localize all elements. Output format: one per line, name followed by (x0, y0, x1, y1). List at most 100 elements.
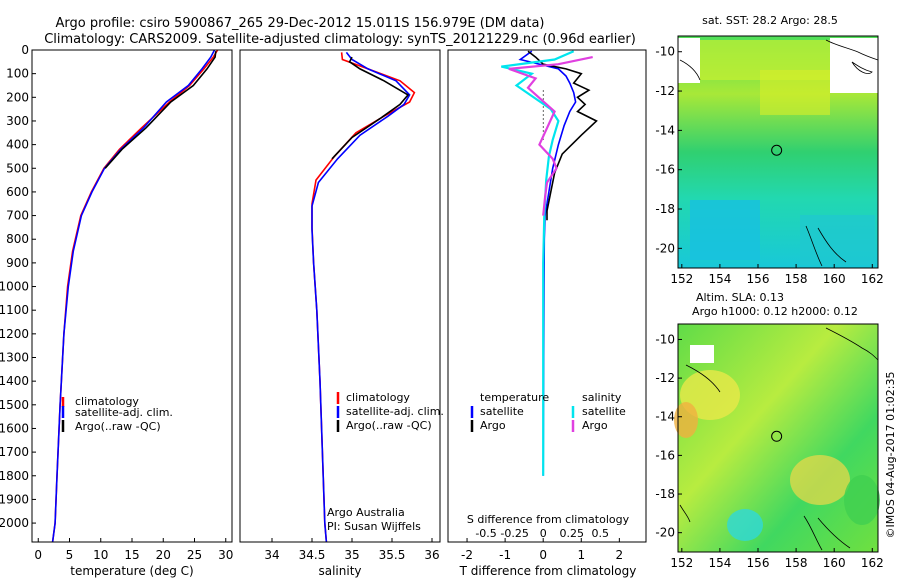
credit-org: Argo Australia (327, 506, 405, 519)
map-x-tick-label: 162 (861, 556, 884, 570)
depth-tick-label: 1400 (0, 374, 29, 388)
top-tick-label: -0.5 (475, 527, 496, 540)
series-line-climatology (311, 52, 416, 543)
header-line-2: Climatology: CARS2009. Satellite-adjuste… (44, 32, 636, 47)
x-tick-label: 1 (577, 548, 585, 562)
depth-tick-label: 1000 (0, 280, 29, 294)
depth-tick-label: 1500 (0, 398, 29, 412)
depth-tick-label: 100 (6, 67, 29, 81)
sst-map-panel: sat. SST: 28.2 Argo: 28.5 152 154 156 158 16… (655, 14, 883, 286)
legend-label-temp-argo: Argo (480, 419, 506, 432)
difference-xlabel: T difference from climatology (459, 564, 637, 578)
legend-label-temp-satellite: satellite (480, 405, 524, 418)
map-y-tick-label: -10 (655, 45, 675, 59)
depth-tick-label: 500 (6, 161, 29, 175)
map-x-tick-label: 154 (708, 556, 731, 570)
depth-tick-label: 800 (6, 232, 29, 246)
legend-label-satellite: satellite-adj. clim. (75, 406, 173, 419)
sla-patch-white (690, 345, 714, 363)
depth-tick-label: 1100 (0, 303, 29, 317)
legend-label-argo: Argo(..raw -QC) (346, 419, 432, 432)
map-y-tick-label: -20 (655, 241, 675, 255)
depth-tick-label: 1800 (0, 469, 29, 483)
depth-tick-label: 1700 (0, 445, 29, 459)
top-tick-label: -0.25 (500, 527, 528, 540)
sla-argo-marker (771, 430, 783, 442)
temperature-legend: climatology satellite-adj. clim. Argo(..… (61, 395, 173, 433)
x-tick-label: 30 (218, 548, 233, 562)
depth-tick-label: 200 (6, 90, 29, 104)
difference-top-label: S difference from climatology (467, 513, 630, 526)
sla-map-axes: 152 154 156 158 160 162 -10 -12 -14 -16 -18 -20 (655, 332, 883, 570)
x-tick-label: -2 (461, 548, 473, 562)
sst-argo-marker (771, 144, 783, 156)
map-y-tick-label: -16 (655, 163, 675, 177)
map-y-tick-label: -14 (655, 123, 675, 137)
sst-coast-west (679, 59, 701, 81)
header-line-1: Argo profile: csiro 5900867_265 29-Dec-2… (56, 16, 545, 31)
x-tick-label: 0 (539, 548, 547, 562)
series-line-argo-raw-qc- (331, 56, 410, 160)
map-y-tick-label: -12 (655, 371, 675, 385)
difference-x-axis: -2 -1 0 1 2 (461, 538, 623, 562)
map-x-tick-label: 158 (785, 556, 808, 570)
map-x-tick-label: 152 (670, 272, 693, 286)
sst-coast-solomons (825, 39, 879, 61)
temperature-panel: 0100200300400500600700800900100011001200… (0, 43, 233, 578)
x-tick-label: 2 (616, 548, 624, 562)
sst-coast-ridge (805, 225, 847, 267)
map-y-tick-label: -20 (655, 526, 675, 540)
map-y-tick-label: -18 (655, 202, 675, 216)
map-y-tick-label: -10 (655, 332, 675, 346)
depth-tick-label: 300 (6, 114, 29, 128)
map-x-tick-label: 152 (670, 556, 693, 570)
series-line-salinity-satellite (501, 50, 575, 476)
sst-map-title: sat. SST: 28.2 Argo: 28.5 (702, 14, 838, 27)
difference-legend: temperature salinity satellite Argo sate… (470, 391, 626, 432)
map-y-tick-label: -14 (655, 410, 675, 424)
temperature-x-axis: 0 5 10 15 20 25 30 (34, 538, 233, 562)
difference-frame (447, 49, 647, 543)
x-tick-label: 35 (344, 548, 359, 562)
series-line-salinity-argo (508, 56, 593, 216)
map-x-tick-label: 160 (823, 556, 846, 570)
credit-pi: PI: Susan Wijffels (327, 520, 421, 533)
temperature-series (51, 49, 219, 543)
series-line-argo-raw-qc- (104, 51, 217, 169)
legend-title-temperature: temperature (480, 391, 549, 404)
x-tick-label: 36 (424, 548, 439, 562)
sst-patch-warm-2 (760, 70, 830, 115)
difference-series (501, 50, 598, 476)
depth-tick-label: 0 (21, 43, 29, 57)
legend-label-sal-argo: Argo (582, 419, 608, 432)
x-tick-label: 5 (66, 548, 74, 562)
sla-map-panel: Altim. SLA: 0.13 Argo h1000: 0.12 h2000:… (655, 291, 883, 570)
map-x-tick-label: 154 (708, 272, 731, 286)
sst-patch-cool-2 (800, 215, 875, 265)
sla-patch-cyan (727, 509, 763, 541)
sla-map-title-2: Argo h1000: 0.12 h2000: 0.12 (692, 305, 858, 318)
sla-map-title-1: Altim. SLA: 0.13 (696, 291, 784, 304)
depth-tick-label: 1900 (0, 492, 29, 506)
sst-map-axes: 152 154 156 158 160 162 -10 -12 -14 -16 -18 -20 (655, 45, 883, 286)
sla-map-patches (674, 345, 880, 541)
sst-patch-white-2 (678, 38, 700, 83)
sla-coast-sw (679, 504, 691, 523)
side-timestamp: ©IMOS 04-Aug-2017 01:02:35 (884, 372, 897, 539)
salinity-xlabel: salinity (318, 564, 361, 578)
sla-map-frame (677, 323, 879, 553)
top-tick-label: 0.5 (592, 527, 610, 540)
legend-label-satellite: satellite-adj. clim. (346, 405, 444, 418)
x-tick-label: 34 (264, 548, 279, 562)
sla-coastlines (679, 327, 879, 551)
salinity-panel: 34 34.5 35 35.5 36 salinity climatology sate… (239, 49, 444, 578)
legend-label-climatology: climatology (75, 395, 139, 408)
legend-title-salinity: salinity (582, 391, 622, 404)
salinity-x-axis: 34 34.5 35 35.5 36 (264, 538, 440, 562)
temperature-frame (31, 49, 233, 543)
map-x-tick-label: 156 (747, 556, 770, 570)
legend-label-sal-satellite: satellite (582, 405, 626, 418)
depth-tick-label: 1600 (0, 421, 29, 435)
sla-coast-west (685, 364, 721, 393)
x-tick-label: 0 (34, 548, 42, 562)
